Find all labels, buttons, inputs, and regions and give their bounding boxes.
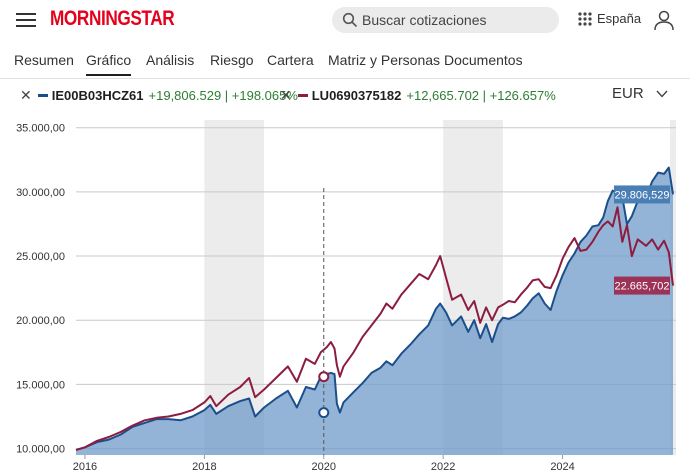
remove-series-2-icon[interactable]: ✕: [280, 87, 292, 103]
series-2-code: LU0690375182: [311, 88, 402, 103]
x-tick-label: 2024: [550, 461, 574, 473]
search-icon: [342, 12, 357, 27]
tab-bar: Resumen Gráfico Análisis Riesgo Cartera …: [0, 44, 690, 79]
series-line-LU0690375182: [75, 206, 674, 451]
y-tick-label: 20.000,00: [16, 315, 65, 327]
series-1-swatch: [37, 94, 48, 97]
series-area-IE00B03HCZ61: [76, 167, 673, 455]
tab-riesgo[interactable]: Riesgo: [210, 52, 254, 68]
series-1-code: IE00B03HCZ61: [51, 88, 144, 103]
search-input[interactable]: [362, 7, 552, 33]
series-1-change: +19,806.529 | +198.065%: [148, 88, 298, 103]
series-line-IE00B03HCZ61: [75, 166, 674, 451]
y-tick-label: 35.000,00: [16, 123, 65, 135]
end-label-LU0690375182: 22.665,702: [614, 281, 669, 293]
legend-item-series-2: ✕ LU0690375182 +12,665.702 | +126.657%: [280, 87, 556, 104]
header: MORNINGSTAR España: [0, 0, 690, 40]
region-label: España: [597, 11, 642, 26]
tab-documentos[interactable]: Documentos: [444, 52, 523, 68]
y-tick-label: 30.000,00: [16, 187, 65, 199]
legend-item-series-1: ✕ IE00B03HCZ61 +19,806.529 | +198.065%: [20, 87, 298, 104]
chart-legend: ✕ IE00B03HCZ61 +19,806.529 | +198.065% ✕…: [0, 84, 690, 106]
y-tick-label: 25.000,00: [16, 251, 65, 263]
currency-selector[interactable]: EUR: [612, 85, 668, 102]
end-label-IE00B03HCZ61: 29.806,529: [614, 189, 669, 201]
performance-chart[interactable]: 35.000,00 30.000,00 25.000,00 20.000,00 15.0…: [0, 115, 690, 476]
series-2-swatch: [297, 94, 308, 97]
tab-resumen[interactable]: Resumen: [14, 52, 74, 68]
year-band-0: [204, 120, 265, 455]
tab-matriz-personas[interactable]: Matriz y Personas: [328, 52, 441, 68]
x-tick-label: 2018: [192, 461, 216, 473]
x-tick-label: 2016: [73, 461, 97, 473]
tab-analisis[interactable]: Análisis: [146, 52, 195, 68]
marker-IE00B03HCZ61: [318, 407, 330, 419]
region-selector[interactable]: España: [578, 11, 641, 26]
marker-LU0690375182: [318, 371, 330, 383]
year-band-2: [670, 120, 676, 455]
tab-grafico[interactable]: Gráfico: [86, 52, 132, 76]
y-tick-label: 10.000,00: [16, 444, 65, 456]
series-2-change: +12,665.702 | +126.657%: [406, 88, 556, 103]
grid-icon: [578, 11, 592, 26]
chevron-down-icon: [656, 90, 668, 98]
x-tick-label: 2020: [312, 461, 336, 473]
x-tick-label: 2022: [431, 461, 455, 473]
end-label-LU0690375182-bg: [614, 276, 670, 295]
y-tick-label: 15.000,00: [16, 379, 65, 391]
currency-label: EUR: [612, 85, 644, 102]
brand-logo[interactable]: MORNINGSTAR: [50, 7, 175, 30]
end-label-IE00B03HCZ61-bg: [614, 185, 670, 204]
search-box[interactable]: [332, 7, 559, 33]
tab-cartera[interactable]: Cartera: [267, 52, 314, 68]
menu-icon[interactable]: [16, 12, 36, 28]
remove-series-1-icon[interactable]: ✕: [20, 87, 32, 103]
user-icon[interactable]: [653, 9, 675, 31]
